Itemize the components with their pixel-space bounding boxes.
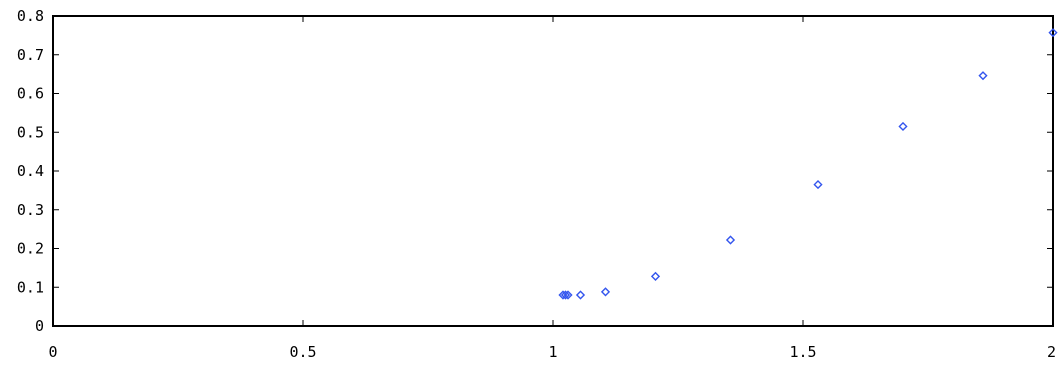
x-tick-label: 0 [48, 343, 57, 361]
data-point [725, 235, 736, 245]
data-point [563, 290, 573, 300]
y-tick-label: 0 [35, 317, 44, 335]
data-point [650, 271, 661, 281]
y-tick-label: 0.3 [17, 201, 44, 219]
x-axis-labels: 0 0.5 1 1.5 2 [48, 343, 1056, 361]
data-point [575, 290, 586, 300]
x-tick-label: 1 [548, 343, 557, 361]
y-axis-labels: 0 0.1 0.2 0.3 0.4 0.5 0.6 0.7 0.8 [17, 7, 44, 335]
data-point [560, 290, 571, 300]
data-points [558, 28, 1058, 300]
y-tick-label: 0.7 [17, 46, 44, 64]
y-tick-label: 0.6 [17, 85, 44, 103]
x-tick-label: 2 [1047, 343, 1056, 361]
y-tick-label: 0.2 [17, 240, 44, 258]
y-tick-label: 0.5 [17, 123, 44, 141]
data-point [978, 71, 988, 81]
data-point [813, 179, 823, 190]
data-point [898, 121, 908, 132]
y-tick-label: 0.1 [17, 278, 44, 296]
data-point [600, 287, 611, 297]
data-point [1048, 28, 1058, 38]
plot-frame [52, 15, 1054, 327]
y-tick-label: 0.8 [17, 7, 44, 25]
data-point [558, 290, 568, 300]
x-tick-label: 0.5 [289, 343, 316, 361]
x-tick-label: 1.5 [789, 343, 816, 361]
y-tick-label: 0.4 [17, 162, 44, 180]
axis-ticks [52, 15, 1054, 327]
